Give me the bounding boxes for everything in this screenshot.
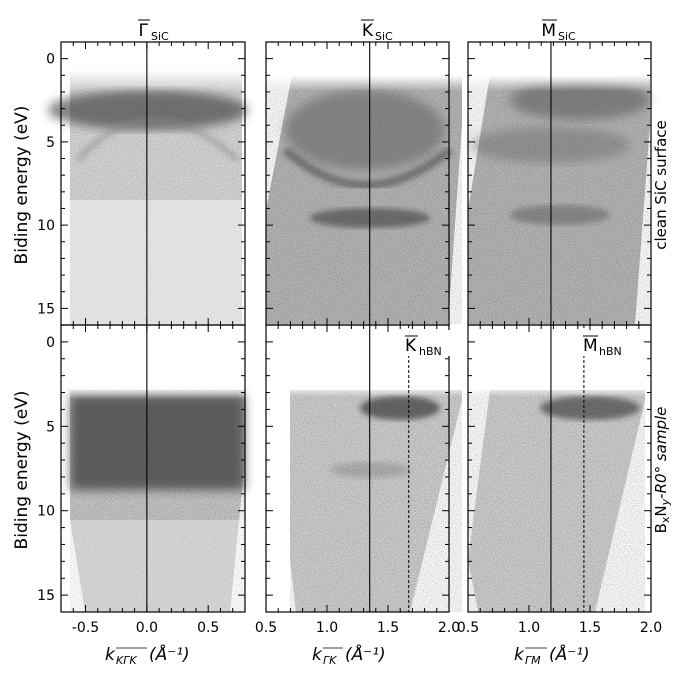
x-axis-label-middle: k ΓK (Å⁻¹) <box>312 643 386 667</box>
panel-frame <box>467 324 652 613</box>
row-label-post: -R0° sample <box>652 407 670 499</box>
x-tick-label: 1.5 <box>579 620 601 636</box>
y-tick-label: 10 <box>37 504 55 520</box>
y-axis-label-top: Biding energy (eV) <box>12 106 32 265</box>
x-tick-label: 1.0 <box>518 620 540 636</box>
column-title-k: K SiC <box>361 19 393 43</box>
annotation-m-hbn: M hBN <box>582 330 640 358</box>
x-axis-label-right: k ΓM (Å⁻¹) <box>514 643 590 667</box>
map-bottom-left <box>70 385 245 612</box>
x-tick-label: 0.5 <box>255 620 277 636</box>
annotation-main: K <box>405 336 417 356</box>
x-label-unit: (Å⁻¹) <box>149 643 190 665</box>
annotation-k-hbn: K hBN <box>404 330 456 358</box>
row-label-mid: N <box>652 505 670 516</box>
row-label-clean: clean SiC surface <box>652 120 670 249</box>
y-tick-label: 0 <box>46 52 55 68</box>
column-title-main: M <box>541 21 556 41</box>
x-tick-label: 0.5 <box>197 620 219 636</box>
x-label-main: k <box>514 645 525 665</box>
y-tick-label: 15 <box>37 301 55 317</box>
x-label-main: k <box>105 645 116 665</box>
x-label-sub: ΓK <box>323 654 337 667</box>
y-tick-label: 15 <box>37 588 55 604</box>
annotation-sub: hBN <box>419 345 442 358</box>
y-tick-label: 10 <box>37 218 55 234</box>
x-label-unit: (Å⁻¹) <box>345 643 386 665</box>
panel-frame <box>60 324 246 613</box>
column-title-m: M SiC <box>541 19 576 43</box>
x-tick-label: 2.0 <box>640 620 662 636</box>
map-top-right <box>468 75 650 324</box>
x-tick-label: 2.0 <box>438 620 460 636</box>
row-label-bxny: BxNy-R0° sample <box>652 407 672 534</box>
x-tick-label: -0.5 <box>72 620 99 636</box>
column-title-gamma: Γ SiC <box>138 19 169 43</box>
row-label-pre: B <box>652 523 670 533</box>
y-tick-label: 5 <box>46 419 55 435</box>
panel-frame <box>265 324 450 613</box>
intensity-maps <box>48 70 650 612</box>
annotation-main: M <box>583 336 598 356</box>
map-top-middle <box>266 75 462 324</box>
x-label-sub: KΓK <box>116 654 137 667</box>
column-title-sub: SiC <box>151 30 169 43</box>
annotation-sub: hBN <box>599 345 622 358</box>
x-tick-label: 0.5 <box>457 620 479 636</box>
column-title-sub: SiC <box>375 30 393 43</box>
y-axis-label-bottom: Biding energy (eV) <box>12 391 32 550</box>
x-tick-label: 1.0 <box>316 620 338 636</box>
x-label-unit: (Å⁻¹) <box>549 643 590 665</box>
column-title-main: K <box>362 21 374 41</box>
x-label-main: k <box>312 645 323 665</box>
column-title-sub: SiC <box>558 30 576 43</box>
column-title-main: Γ <box>139 21 149 41</box>
map-bottom-middle <box>290 385 462 612</box>
map-bottom-right <box>468 385 645 612</box>
x-label-sub: ΓM <box>525 654 541 667</box>
row-label-sub2: y <box>659 498 672 506</box>
x-tick-label: 0.0 <box>136 620 158 636</box>
y-tick-label: 0 <box>46 335 55 351</box>
y-tick-label: 5 <box>46 135 55 151</box>
row-label-sub1: x <box>659 516 672 523</box>
x-tick-label: 1.5 <box>377 620 399 636</box>
map-top-left <box>48 70 248 324</box>
x-axis-label-left: k KΓK (Å⁻¹) <box>105 643 190 667</box>
